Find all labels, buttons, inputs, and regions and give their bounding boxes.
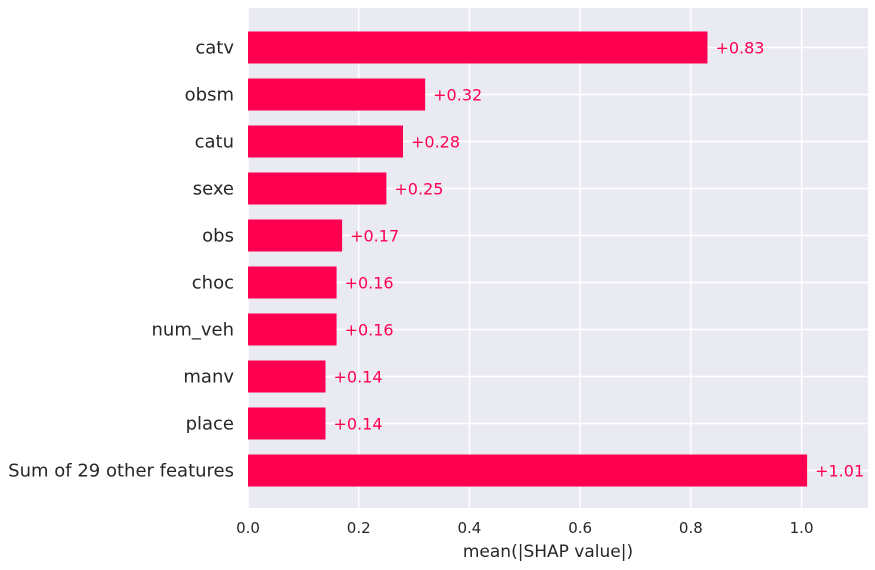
category-label: catu bbox=[195, 132, 234, 153]
bar bbox=[248, 219, 343, 252]
x-tick-label: 0.6 bbox=[568, 519, 592, 537]
x-tick-label: 0.2 bbox=[347, 519, 371, 537]
value-label: +0.16 bbox=[345, 274, 394, 293]
x-tick-labels: 0.0 0.2 0.4 0.6 0.8 1.0 bbox=[236, 519, 813, 537]
category-label: place bbox=[186, 414, 234, 435]
bar bbox=[248, 454, 808, 487]
value-label: +0.32 bbox=[433, 86, 482, 105]
bar bbox=[248, 125, 403, 158]
bar bbox=[248, 407, 326, 440]
x-tick-label: 0.0 bbox=[236, 519, 260, 537]
category-label: sexe bbox=[193, 179, 234, 200]
category-label: obsm bbox=[185, 85, 234, 106]
value-label: +0.14 bbox=[334, 368, 383, 387]
category-label: manv bbox=[183, 367, 234, 388]
value-labels: +0.83 +0.32 +0.28 +0.25 +0.17 +0.16 +0.16 +0.14… bbox=[334, 39, 865, 481]
bars-group bbox=[248, 31, 808, 487]
value-label: +1.01 bbox=[815, 462, 864, 481]
category-label: catv bbox=[195, 38, 234, 59]
category-label: obs bbox=[202, 226, 234, 247]
category-label: num_veh bbox=[152, 320, 235, 341]
bar bbox=[248, 266, 337, 299]
bar bbox=[248, 31, 708, 64]
bar bbox=[248, 172, 387, 205]
bar bbox=[248, 313, 337, 346]
value-label: +0.83 bbox=[715, 39, 764, 58]
value-label: +0.17 bbox=[350, 227, 399, 246]
x-tick-label: 0.8 bbox=[679, 519, 703, 537]
category-label: Sum of 29 other features bbox=[8, 461, 234, 482]
value-label: +0.25 bbox=[394, 180, 443, 199]
bar bbox=[248, 360, 326, 393]
value-label: +0.16 bbox=[345, 321, 394, 340]
category-label: choc bbox=[192, 273, 234, 294]
bar bbox=[248, 78, 426, 111]
x-tick-label: 1.0 bbox=[790, 519, 814, 537]
x-axis-label: mean(|SHAP value|) bbox=[463, 542, 633, 562]
x-tick-label: 0.4 bbox=[457, 519, 481, 537]
value-label: +0.14 bbox=[334, 415, 383, 434]
value-label: +0.28 bbox=[411, 133, 460, 152]
